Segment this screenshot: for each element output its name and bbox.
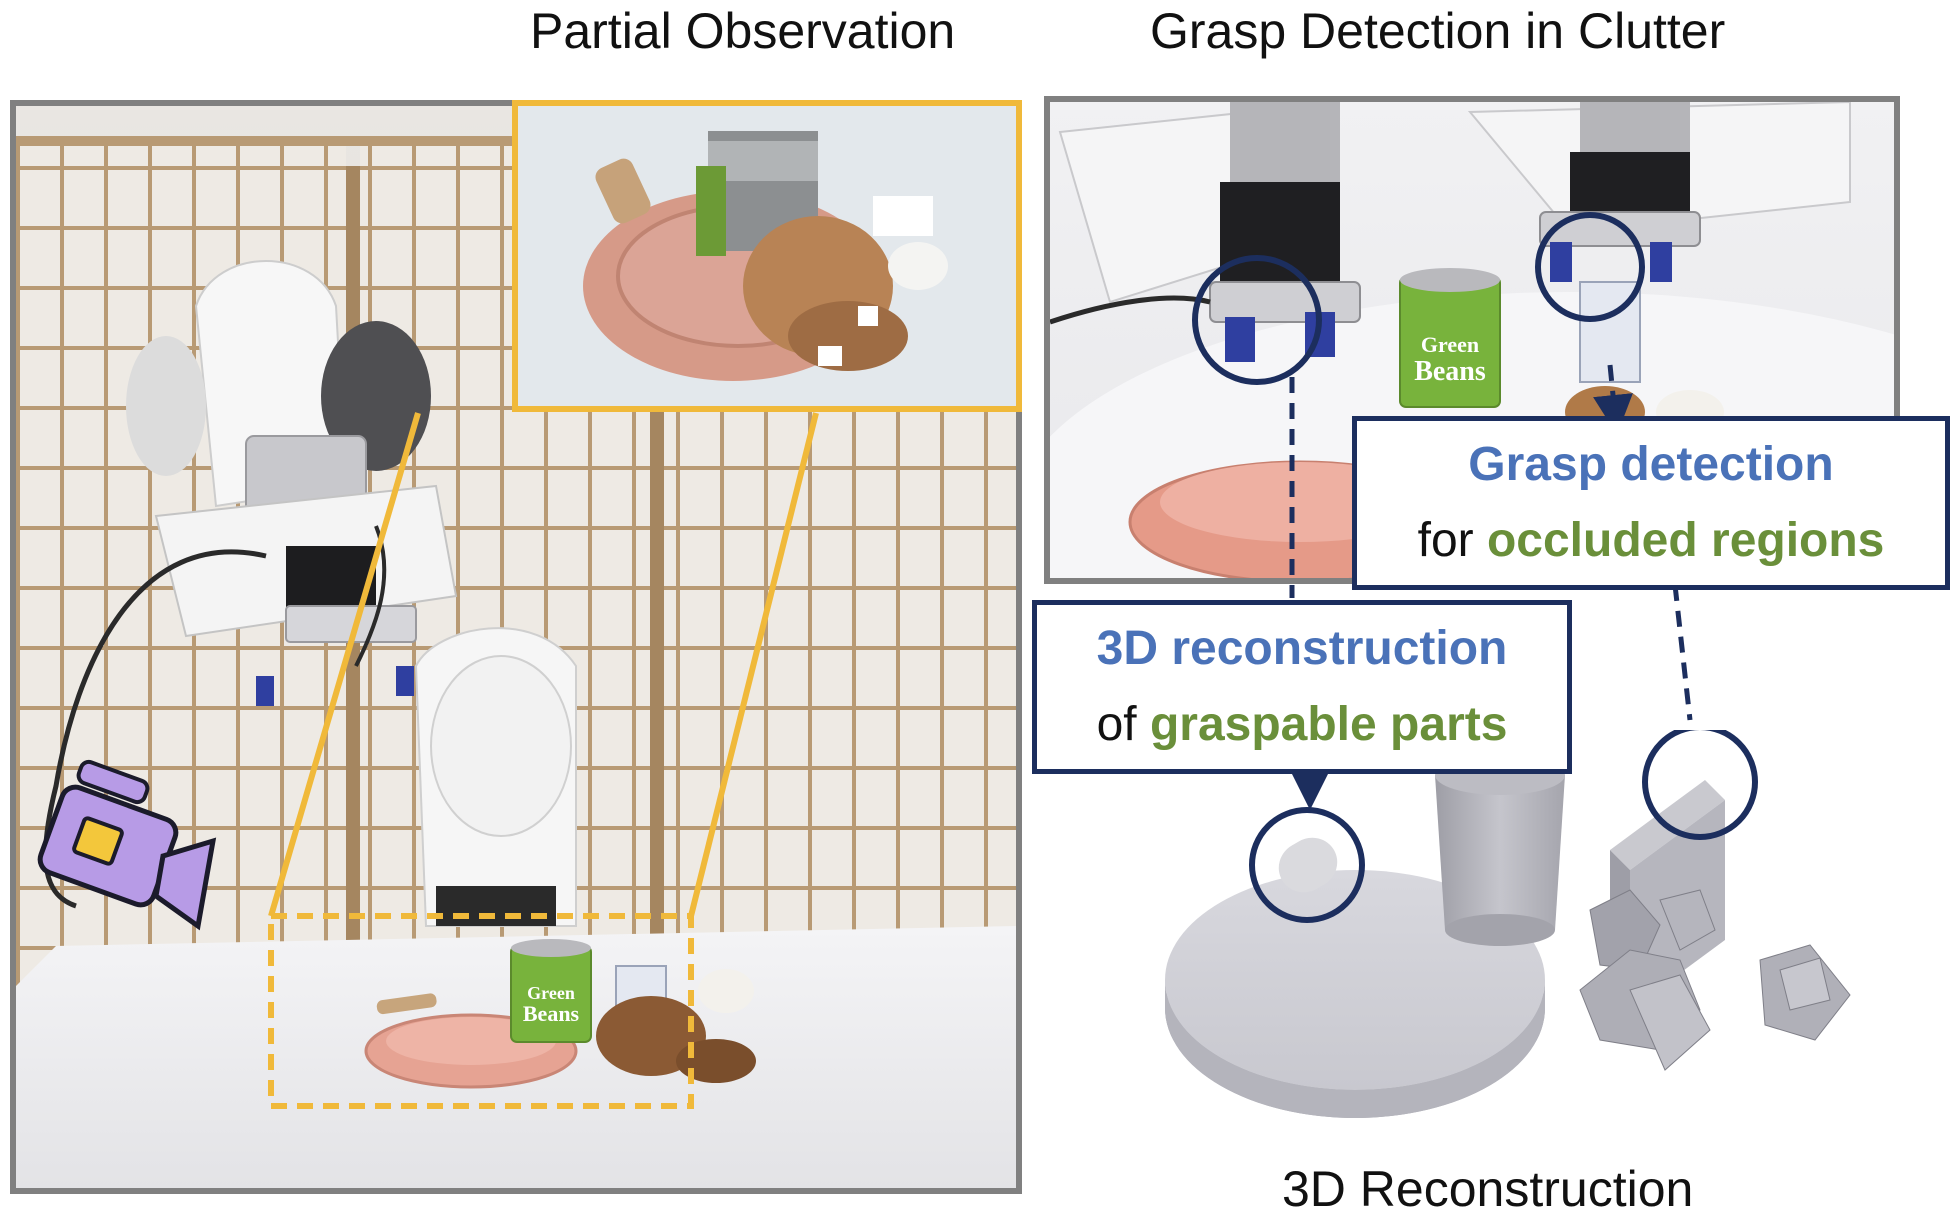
can-label-line1: Green bbox=[527, 983, 575, 1003]
grasp-detection-callout: Grasp detection for occluded regions bbox=[1352, 416, 1950, 590]
can-label-line2: Beans bbox=[523, 1001, 580, 1026]
video-camera-icon bbox=[37, 759, 217, 931]
grasp-detection-prefix: for bbox=[1417, 514, 1487, 567]
partial-observation-inset bbox=[512, 100, 1022, 412]
occluded-regions-highlight: occluded regions bbox=[1486, 514, 1885, 567]
reconstruction-prefix: of bbox=[1096, 698, 1150, 751]
reconstruction-title: 3D Reconstruction bbox=[1282, 1161, 1694, 1217]
reconstruction-highlight: 3D reconstruction bbox=[1096, 622, 1508, 675]
can-label-right-line1: Green bbox=[1421, 332, 1479, 357]
partial-observation-title: Partial Observation bbox=[530, 3, 956, 59]
can-label-right-line2: Beans bbox=[1414, 356, 1486, 387]
reconstruction-callout: 3D reconstruction of graspable parts bbox=[1032, 600, 1572, 774]
reconstruction-render bbox=[1165, 730, 1851, 1118]
partial-pointcloud-illustration bbox=[518, 106, 1016, 406]
graspable-parts-highlight: graspable parts bbox=[1149, 698, 1508, 751]
grasp-detection-highlight: Grasp detection bbox=[1468, 438, 1834, 491]
grasp-detection-title: Grasp Detection in Clutter bbox=[1150, 3, 1726, 59]
